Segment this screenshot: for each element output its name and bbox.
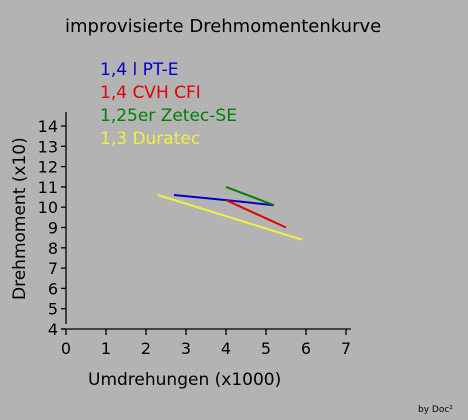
x-tick-label: 5: [261, 339, 271, 358]
y-tick-label: 11: [38, 178, 58, 197]
x-ticks: 0 1 2 3 4 5 6 7: [61, 329, 351, 358]
x-tick-label: 3: [181, 339, 191, 358]
y-axis-label: Drehmoment (x10): [10, 137, 30, 300]
y-tick-label: 4: [48, 320, 58, 339]
y-tick-label: 14: [38, 117, 58, 136]
x-axis-label: Umdrehungen (x1000): [88, 370, 281, 390]
y-tick-label: 6: [48, 279, 58, 298]
legend-entry: 1,3 Duratec: [100, 129, 200, 149]
x-tick-label: 7: [341, 339, 351, 358]
footer-credit: by Doc²: [418, 405, 453, 415]
x-tick-label: 0: [61, 339, 71, 358]
series-line: [157, 194, 303, 241]
y-tick-label: 13: [38, 137, 58, 156]
chart-title: improvisierte Drehmomentenkurve: [65, 16, 381, 37]
legend: 1,4 l PT-E 1,4 CVH CFI 1,25er Zetec-SE 1,3 …: [100, 60, 237, 149]
x-tick-label: 2: [141, 339, 151, 358]
series-line: [225, 185, 275, 207]
series-group: [157, 185, 303, 241]
legend-entry: 1,4 l PT-E: [100, 60, 179, 80]
legend-entry: 1,25er Zetec-SE: [100, 106, 237, 126]
x-tick-label: 4: [221, 339, 231, 358]
y-tick-label: 9: [48, 219, 58, 238]
x-tick-label: 6: [301, 339, 311, 358]
y-tick-label: 7: [48, 259, 58, 278]
y-tick-label: 8: [48, 239, 58, 258]
legend-entry: 1,4 CVH CFI: [100, 83, 201, 103]
y-tick-label: 12: [38, 158, 58, 177]
y-tick-label: 5: [48, 300, 58, 319]
x-tick-label: 1: [101, 339, 111, 358]
series-line: [225, 199, 287, 229]
y-tick-label: 10: [38, 198, 58, 217]
